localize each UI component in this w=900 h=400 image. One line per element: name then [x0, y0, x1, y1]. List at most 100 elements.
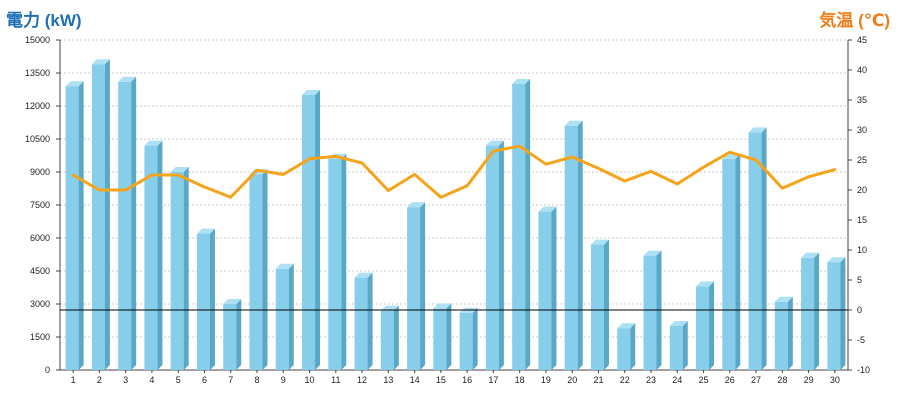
power-bar-front: [512, 84, 526, 370]
power-bar-front: [407, 207, 421, 370]
power-bar: [354, 272, 373, 370]
power-bar-top: [275, 263, 294, 269]
power-bar-front: [354, 277, 368, 370]
power-bar-front: [380, 310, 394, 370]
x-tick-label: 5: [176, 375, 181, 385]
power-bar-side: [682, 321, 688, 370]
x-tick-label: 9: [281, 375, 286, 385]
x-tick-label: 22: [620, 375, 630, 385]
x-tick-label: 13: [383, 375, 393, 385]
x-tick-label: 4: [149, 375, 154, 385]
left-tick-label: 9000: [30, 167, 50, 177]
right-axis-title: 気温 (℃): [819, 11, 890, 30]
power-bar: [223, 299, 242, 370]
power-bar-side: [525, 79, 531, 370]
x-tick-label: 17: [488, 375, 498, 385]
power-bar: [801, 252, 820, 370]
x-tick-label: 23: [646, 375, 656, 385]
power-bar: [564, 120, 583, 370]
power-bar: [328, 153, 347, 370]
power-bar-front: [275, 268, 289, 370]
power-bar-top: [643, 250, 662, 256]
right-tick-label: -5: [857, 335, 865, 345]
x-tick-label: 14: [410, 375, 420, 385]
power-bar: [91, 59, 110, 370]
power-bar-front: [118, 81, 132, 371]
right-tick-label: 45: [857, 35, 867, 45]
power-bar-side: [787, 296, 793, 370]
right-tick-label: 35: [857, 95, 867, 105]
power-bar-front: [196, 233, 210, 370]
power-bar-front: [564, 125, 578, 370]
power-bar-top: [774, 296, 793, 302]
power-bar-side: [262, 169, 268, 370]
power-bar-front: [302, 95, 316, 370]
power-bar-top: [302, 90, 321, 95]
right-tick-label: 30: [857, 125, 867, 135]
power-bar: [196, 228, 215, 370]
power-bar-side: [78, 81, 84, 370]
power-bar-side: [446, 303, 452, 370]
power-bar-front: [433, 308, 447, 370]
left-tick-label: 13500: [25, 68, 50, 78]
x-tick-label: 29: [804, 375, 814, 385]
power-bar-side: [577, 120, 583, 370]
power-bar-top: [617, 323, 636, 329]
power-bar-front: [249, 174, 263, 370]
power-bar-side: [551, 206, 557, 370]
power-bar: [144, 140, 163, 370]
x-tick-label: 16: [462, 375, 472, 385]
power-bar-side: [814, 252, 820, 370]
power-bar: [722, 153, 741, 370]
x-tick-label: 20: [567, 375, 577, 385]
x-tick-label: 28: [777, 375, 787, 385]
x-tick-label: 21: [593, 375, 603, 385]
left-tick-label: 7500: [30, 200, 50, 210]
left-tick-label: 12000: [25, 101, 50, 111]
power-bar-top: [144, 140, 163, 146]
power-bar-side: [472, 307, 478, 370]
x-tick-label: 3: [123, 375, 128, 385]
power-bar-front: [748, 132, 762, 370]
power-bar: [275, 263, 294, 370]
power-bar: [380, 305, 399, 370]
right-tick-label: -10: [857, 365, 870, 375]
power-bar-front: [722, 158, 736, 370]
power-bar-front: [538, 211, 552, 370]
power-bar-top: [380, 305, 399, 311]
power-bar: [617, 323, 636, 370]
left-tick-label: 10500: [25, 134, 50, 144]
power-bar-side: [131, 76, 137, 371]
power-bar-side: [630, 323, 636, 370]
power-bar-side: [498, 140, 504, 370]
power-bar-top: [748, 127, 767, 133]
power-bar-top: [669, 321, 688, 326]
power-bar: [65, 81, 84, 370]
power-bar-top: [564, 120, 583, 126]
power-bar: [459, 307, 478, 370]
power-bar-front: [827, 262, 841, 370]
power-bar-side: [420, 202, 426, 370]
power-bar-side: [393, 305, 399, 370]
temperature-line: [71, 144, 837, 199]
power-bar-top: [512, 79, 531, 84]
x-tick-label: 2: [97, 375, 102, 385]
power-bar-top: [801, 252, 820, 258]
power-bar: [485, 140, 504, 370]
power-bar-front: [643, 255, 657, 370]
power-bar-front: [669, 326, 683, 370]
power-bar-front: [617, 328, 631, 370]
x-tick-label: 11: [331, 375, 340, 385]
power-bar: [302, 90, 321, 370]
power-bar-top: [170, 167, 189, 172]
power-bar: [827, 257, 846, 370]
x-tick-label: 6: [202, 375, 207, 385]
power-bar-front: [91, 64, 105, 370]
x-tick-label: 1: [71, 375, 76, 385]
power-bar-front: [696, 286, 710, 370]
left-axis-title: 電力 (kW): [6, 11, 82, 30]
power-bar-top: [196, 228, 215, 234]
power-bar-top: [354, 272, 373, 278]
x-tick-label: 27: [751, 375, 761, 385]
power-bar: [538, 206, 557, 370]
